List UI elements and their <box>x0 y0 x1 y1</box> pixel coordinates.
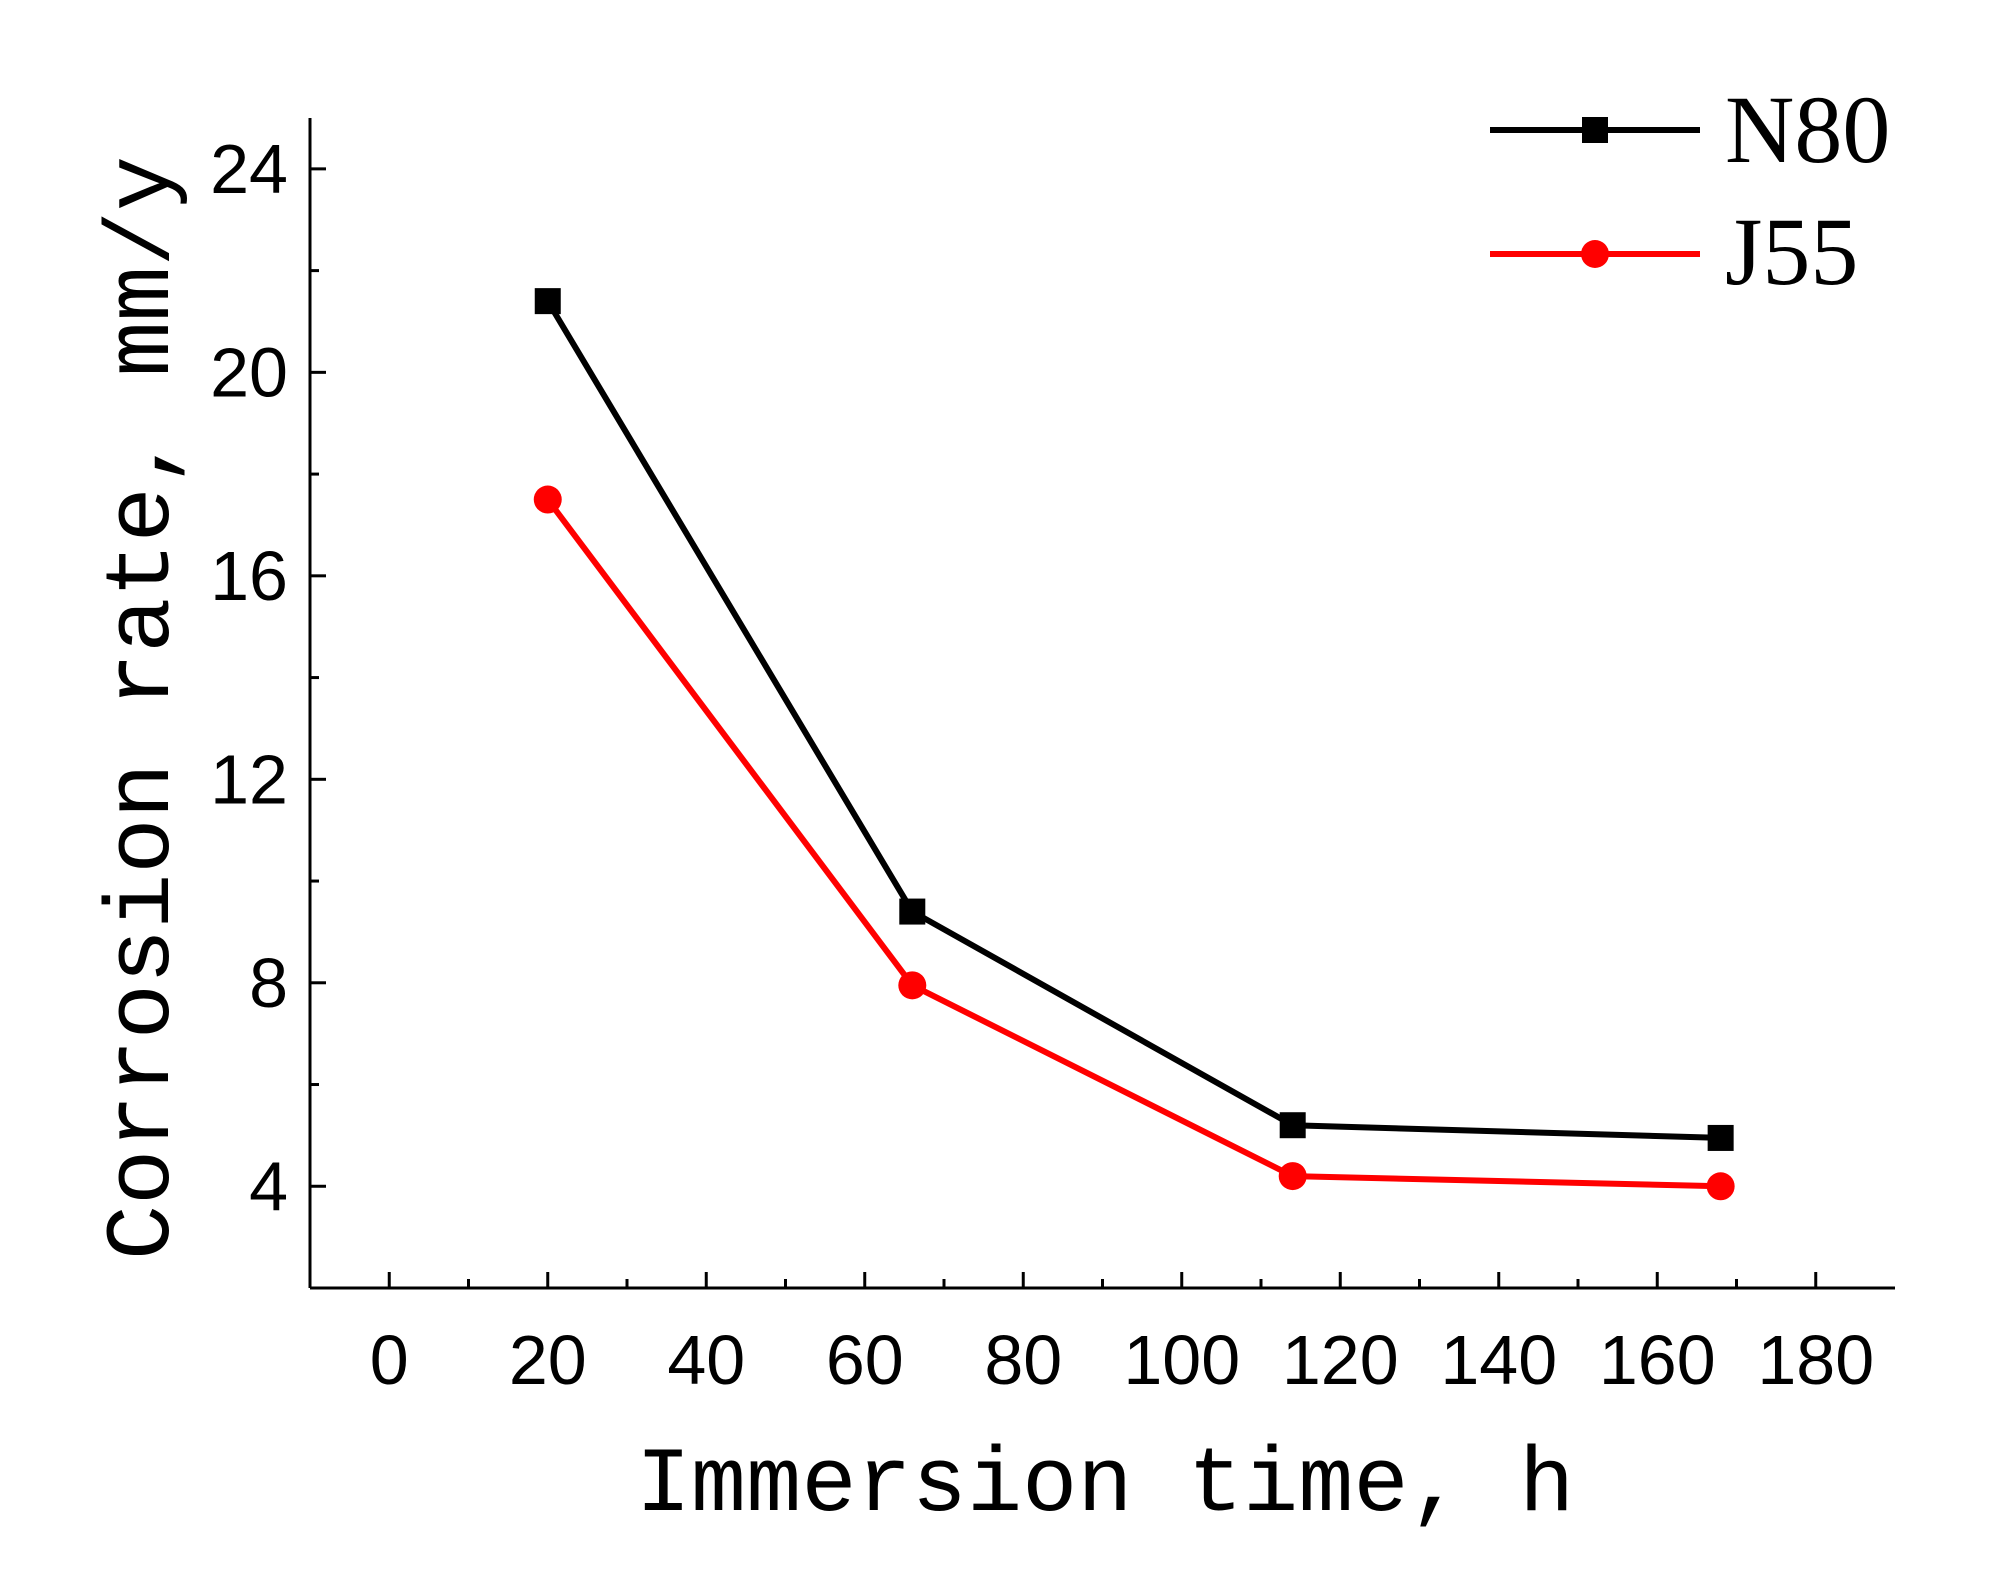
legend-label-j55: J55 <box>1725 198 1858 305</box>
y-tick-label: 20 <box>210 333 288 411</box>
data-point-j55 <box>533 485 562 514</box>
x-tick-label: 160 <box>1599 1321 1716 1399</box>
legend: N80 J55 <box>1490 76 1890 305</box>
legend-label-n80: N80 <box>1725 76 1890 183</box>
x-tick-label: 120 <box>1282 1321 1399 1399</box>
legend-marker-n80 <box>1582 117 1608 143</box>
y-tick-labels: 4 8 12 16 20 24 <box>210 130 288 1225</box>
legend-marker-j55 <box>1581 240 1609 268</box>
data-point-n80 <box>1279 1112 1306 1139</box>
data-point-n80 <box>1707 1124 1734 1151</box>
data-point-j55 <box>1706 1172 1735 1201</box>
x-tick-label: 140 <box>1440 1321 1557 1399</box>
y-tick-label: 24 <box>210 130 288 208</box>
x-tick-labels: 0 20 40 60 80 100 120 140 160 180 <box>370 1321 1874 1399</box>
x-tick-label: 20 <box>509 1321 587 1399</box>
y-tick-label: 16 <box>210 537 288 615</box>
data-point-j55 <box>898 971 927 1000</box>
x-tick-label: 100 <box>1123 1321 1240 1399</box>
x-tick-label: 180 <box>1757 1321 1874 1399</box>
data-point-n80 <box>534 288 561 315</box>
x-axis-title: Immersion time, h <box>636 1433 1575 1538</box>
x-tick-label: 80 <box>984 1321 1062 1399</box>
axis-ticks <box>310 167 1818 1290</box>
x-tick-label: 40 <box>667 1321 745 1399</box>
y-tick-label: 12 <box>210 740 288 818</box>
series-layer <box>533 288 1735 1201</box>
x-tick-label: 60 <box>826 1321 904 1399</box>
data-point-j55 <box>1278 1162 1307 1191</box>
y-tick-label: 8 <box>249 944 288 1022</box>
series-line-n80 <box>545 299 1721 1141</box>
x-tick-label: 0 <box>370 1321 409 1399</box>
data-point-n80 <box>899 898 926 925</box>
y-axis-title: Corrosion rate, mm/y <box>91 156 196 1260</box>
y-tick-label: 4 <box>249 1147 288 1225</box>
series-line-j55 <box>545 497 1721 1190</box>
